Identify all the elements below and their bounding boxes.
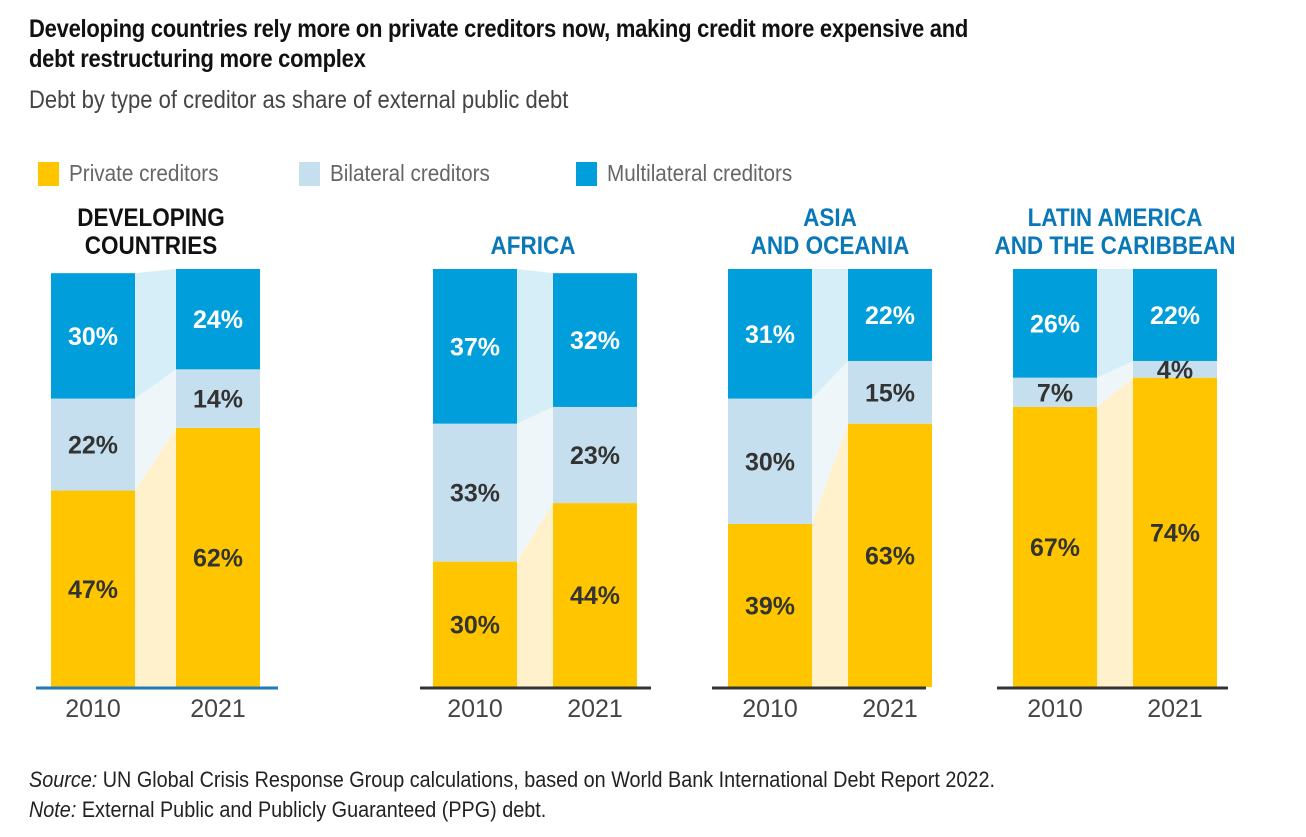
data-label-private-2021-africa: 44%: [570, 582, 620, 610]
legend-item-multilateral: Multilateral creditors: [576, 160, 813, 187]
note-label: Note:: [29, 797, 77, 822]
x-tick-label-2010-africa: 2010: [447, 695, 503, 723]
data-label-bilateral-2021-asia-and-oceania: 15%: [865, 379, 915, 407]
source-text: UN Global Crisis Response Group calculat…: [97, 767, 995, 792]
connector-band-bilateral-asia-and-oceania: [812, 360, 848, 524]
panel-title-latin-america-and-the-caribbean-line-1: LATIN AMERICA: [1028, 204, 1203, 232]
data-label-multilateral-2021-latin-america-and-the-caribbean: 22%: [1150, 302, 1200, 330]
bar-segment-bilateral-2021-asia-and-oceania: [848, 360, 932, 424]
bar-segment-bilateral-2021-developing-countries: [176, 369, 260, 428]
bar-segment-private-2010-latin-america-and-the-caribbean: [1013, 406, 1097, 687]
legend-swatch-multilateral: [576, 161, 597, 186]
connector-band-multilateral-developing-countries: [135, 269, 176, 399]
data-label-private-2010-africa: 30%: [450, 611, 500, 639]
data-label-private-2021-asia-and-oceania: 63%: [865, 542, 915, 570]
panel-title-developing-countries-line-2: COUNTRIES: [85, 232, 217, 260]
legend-swatch-private: [38, 161, 59, 186]
bar-segment-private-2021-developing-countries: [176, 427, 260, 687]
x-tick-label-2021-africa: 2021: [567, 695, 623, 723]
x-tick-label-2021-asia-and-oceania: 2021: [862, 695, 918, 723]
data-label-multilateral-2021-africa: 32%: [570, 327, 620, 355]
footer: Source: UN Global Crisis Response Group …: [29, 765, 995, 825]
connector-band-multilateral-latin-america-and-the-caribbean: [1097, 269, 1133, 378]
data-label-bilateral-2010-developing-countries: 22%: [68, 432, 118, 460]
legend-item-bilateral: Bilateral creditors: [299, 160, 576, 187]
data-label-private-2010-asia-and-oceania: 39%: [745, 592, 795, 620]
x-tick-label-2010-developing-countries: 2010: [65, 695, 121, 723]
x-tick-label-2021-developing-countries: 2021: [190, 695, 246, 723]
bar-segment-private-2010-asia-and-oceania: [728, 523, 812, 687]
data-label-multilateral-2010-africa: 37%: [450, 333, 500, 361]
bar-segment-multilateral-2021-latin-america-and-the-caribbean: [1133, 269, 1217, 361]
note-text: External Public and Publicly Guaranteed …: [76, 797, 547, 822]
bar-segment-bilateral-2010-developing-countries: [51, 398, 135, 491]
bar-segment-private-2021-africa: [553, 503, 637, 687]
connector-band-bilateral-developing-countries: [135, 369, 176, 491]
bar-segment-multilateral-2021-africa: [553, 273, 637, 407]
chart-title-line-2: debt restructuring more complex: [29, 45, 366, 73]
bar-segment-multilateral-2010-developing-countries: [51, 273, 135, 399]
bar-segment-private-2021-latin-america-and-the-caribbean: [1133, 377, 1217, 687]
data-label-multilateral-2021-developing-countries: 24%: [193, 306, 243, 334]
data-label-bilateral-2010-asia-and-oceania: 30%: [745, 448, 795, 476]
x-tick-label-2021-latin-america-and-the-caribbean: 2021: [1147, 695, 1203, 723]
note-line: Note: External Public and Publicly Guara…: [29, 795, 995, 825]
bar-segment-bilateral-2021-africa: [553, 406, 637, 504]
connector-band-bilateral-latin-america-and-the-caribbean: [1097, 360, 1133, 407]
panel-title-latin-america-and-the-caribbean-line-2: AND THE CARIBBEAN: [994, 232, 1235, 260]
legend-label-multilateral: Multilateral creditors: [607, 160, 793, 186]
bar-segment-bilateral-2010-latin-america-and-the-caribbean: [1013, 377, 1097, 407]
connector-band-private-developing-countries: [135, 427, 176, 687]
chart-title-line-1: Developing countries rely more on privat…: [29, 15, 969, 43]
data-label-multilateral-2010-asia-and-oceania: 31%: [745, 321, 795, 349]
source-line: Source: UN Global Crisis Response Group …: [29, 765, 995, 795]
connector-band-private-africa: [517, 503, 553, 687]
bar-segment-private-2010-developing-countries: [51, 490, 135, 687]
legend-swatch-bilateral: [299, 161, 320, 186]
data-label-multilateral-2010-latin-america-and-the-caribbean: 26%: [1030, 310, 1080, 338]
connector-band-private-latin-america-and-the-caribbean: [1097, 377, 1133, 687]
connector-band-multilateral-asia-and-oceania: [812, 269, 848, 399]
bar-segment-private-2010-africa: [433, 561, 517, 687]
bar-segment-multilateral-2021-developing-countries: [176, 269, 260, 370]
legend-label-private: Private creditors: [69, 160, 219, 186]
legend-label-bilateral: Bilateral creditors: [330, 160, 490, 186]
bar-segment-private-2021-asia-and-oceania: [848, 423, 932, 687]
data-label-private-2021-latin-america-and-the-caribbean: 74%: [1150, 519, 1200, 547]
bar-segment-bilateral-2010-asia-and-oceania: [728, 398, 812, 524]
data-label-private-2021-developing-countries: 62%: [193, 544, 243, 572]
bar-segment-bilateral-2010-africa: [433, 423, 517, 562]
data-label-multilateral-2010-developing-countries: 30%: [68, 323, 118, 351]
data-label-bilateral-2021-latin-america-and-the-caribbean: 4%: [1157, 356, 1193, 384]
data-label-bilateral-2010-latin-america-and-the-caribbean: 7%: [1037, 379, 1073, 407]
data-label-bilateral-2021-africa: 23%: [570, 442, 620, 470]
panel-title-developing-countries-line-1: DEVELOPING: [77, 204, 224, 232]
data-label-private-2010-latin-america-and-the-caribbean: 67%: [1030, 534, 1080, 562]
chart-panels: 47% 22% 30% 2010 62% 14% 24% 2021 DEVELOPINGCOUN…: [36, 204, 1236, 723]
data-label-bilateral-2021-developing-countries: 14%: [193, 386, 243, 414]
panel-title-africa-line-1: AFRICA: [491, 232, 576, 260]
bar-segment-multilateral-2010-africa: [433, 269, 517, 424]
connector-band-bilateral-africa: [517, 406, 553, 562]
chart-title: Developing countries rely more on privat…: [29, 14, 1085, 74]
bar-segment-multilateral-2010-latin-america-and-the-caribbean: [1013, 269, 1097, 378]
legend-item-private: Private creditors: [38, 160, 299, 187]
bar-segment-multilateral-2010-asia-and-oceania: [728, 269, 812, 399]
connector-band-private-asia-and-oceania: [812, 423, 848, 687]
legend: Private creditors Bilateral creditors Mu…: [38, 160, 813, 187]
bar-segment-bilateral-2021-latin-america-and-the-caribbean: [1133, 360, 1217, 378]
data-label-multilateral-2021-asia-and-oceania: 22%: [865, 302, 915, 330]
x-tick-label-2010-asia-and-oceania: 2010: [742, 695, 798, 723]
source-label: Source:: [29, 767, 98, 792]
panel-title-asia-and-oceania-line-2: AND OCEANIA: [751, 232, 910, 260]
panel-title-asia-and-oceania-line-1: ASIA: [803, 204, 857, 232]
connector-band-multilateral-africa: [517, 269, 553, 424]
x-tick-label-2010-latin-america-and-the-caribbean: 2010: [1027, 695, 1083, 723]
chart-subtitle: Debt by type of creditor as share of ext…: [29, 86, 569, 114]
data-label-bilateral-2010-africa: 33%: [450, 480, 500, 508]
bar-segment-multilateral-2021-asia-and-oceania: [848, 269, 932, 361]
data-label-private-2010-developing-countries: 47%: [68, 576, 118, 604]
